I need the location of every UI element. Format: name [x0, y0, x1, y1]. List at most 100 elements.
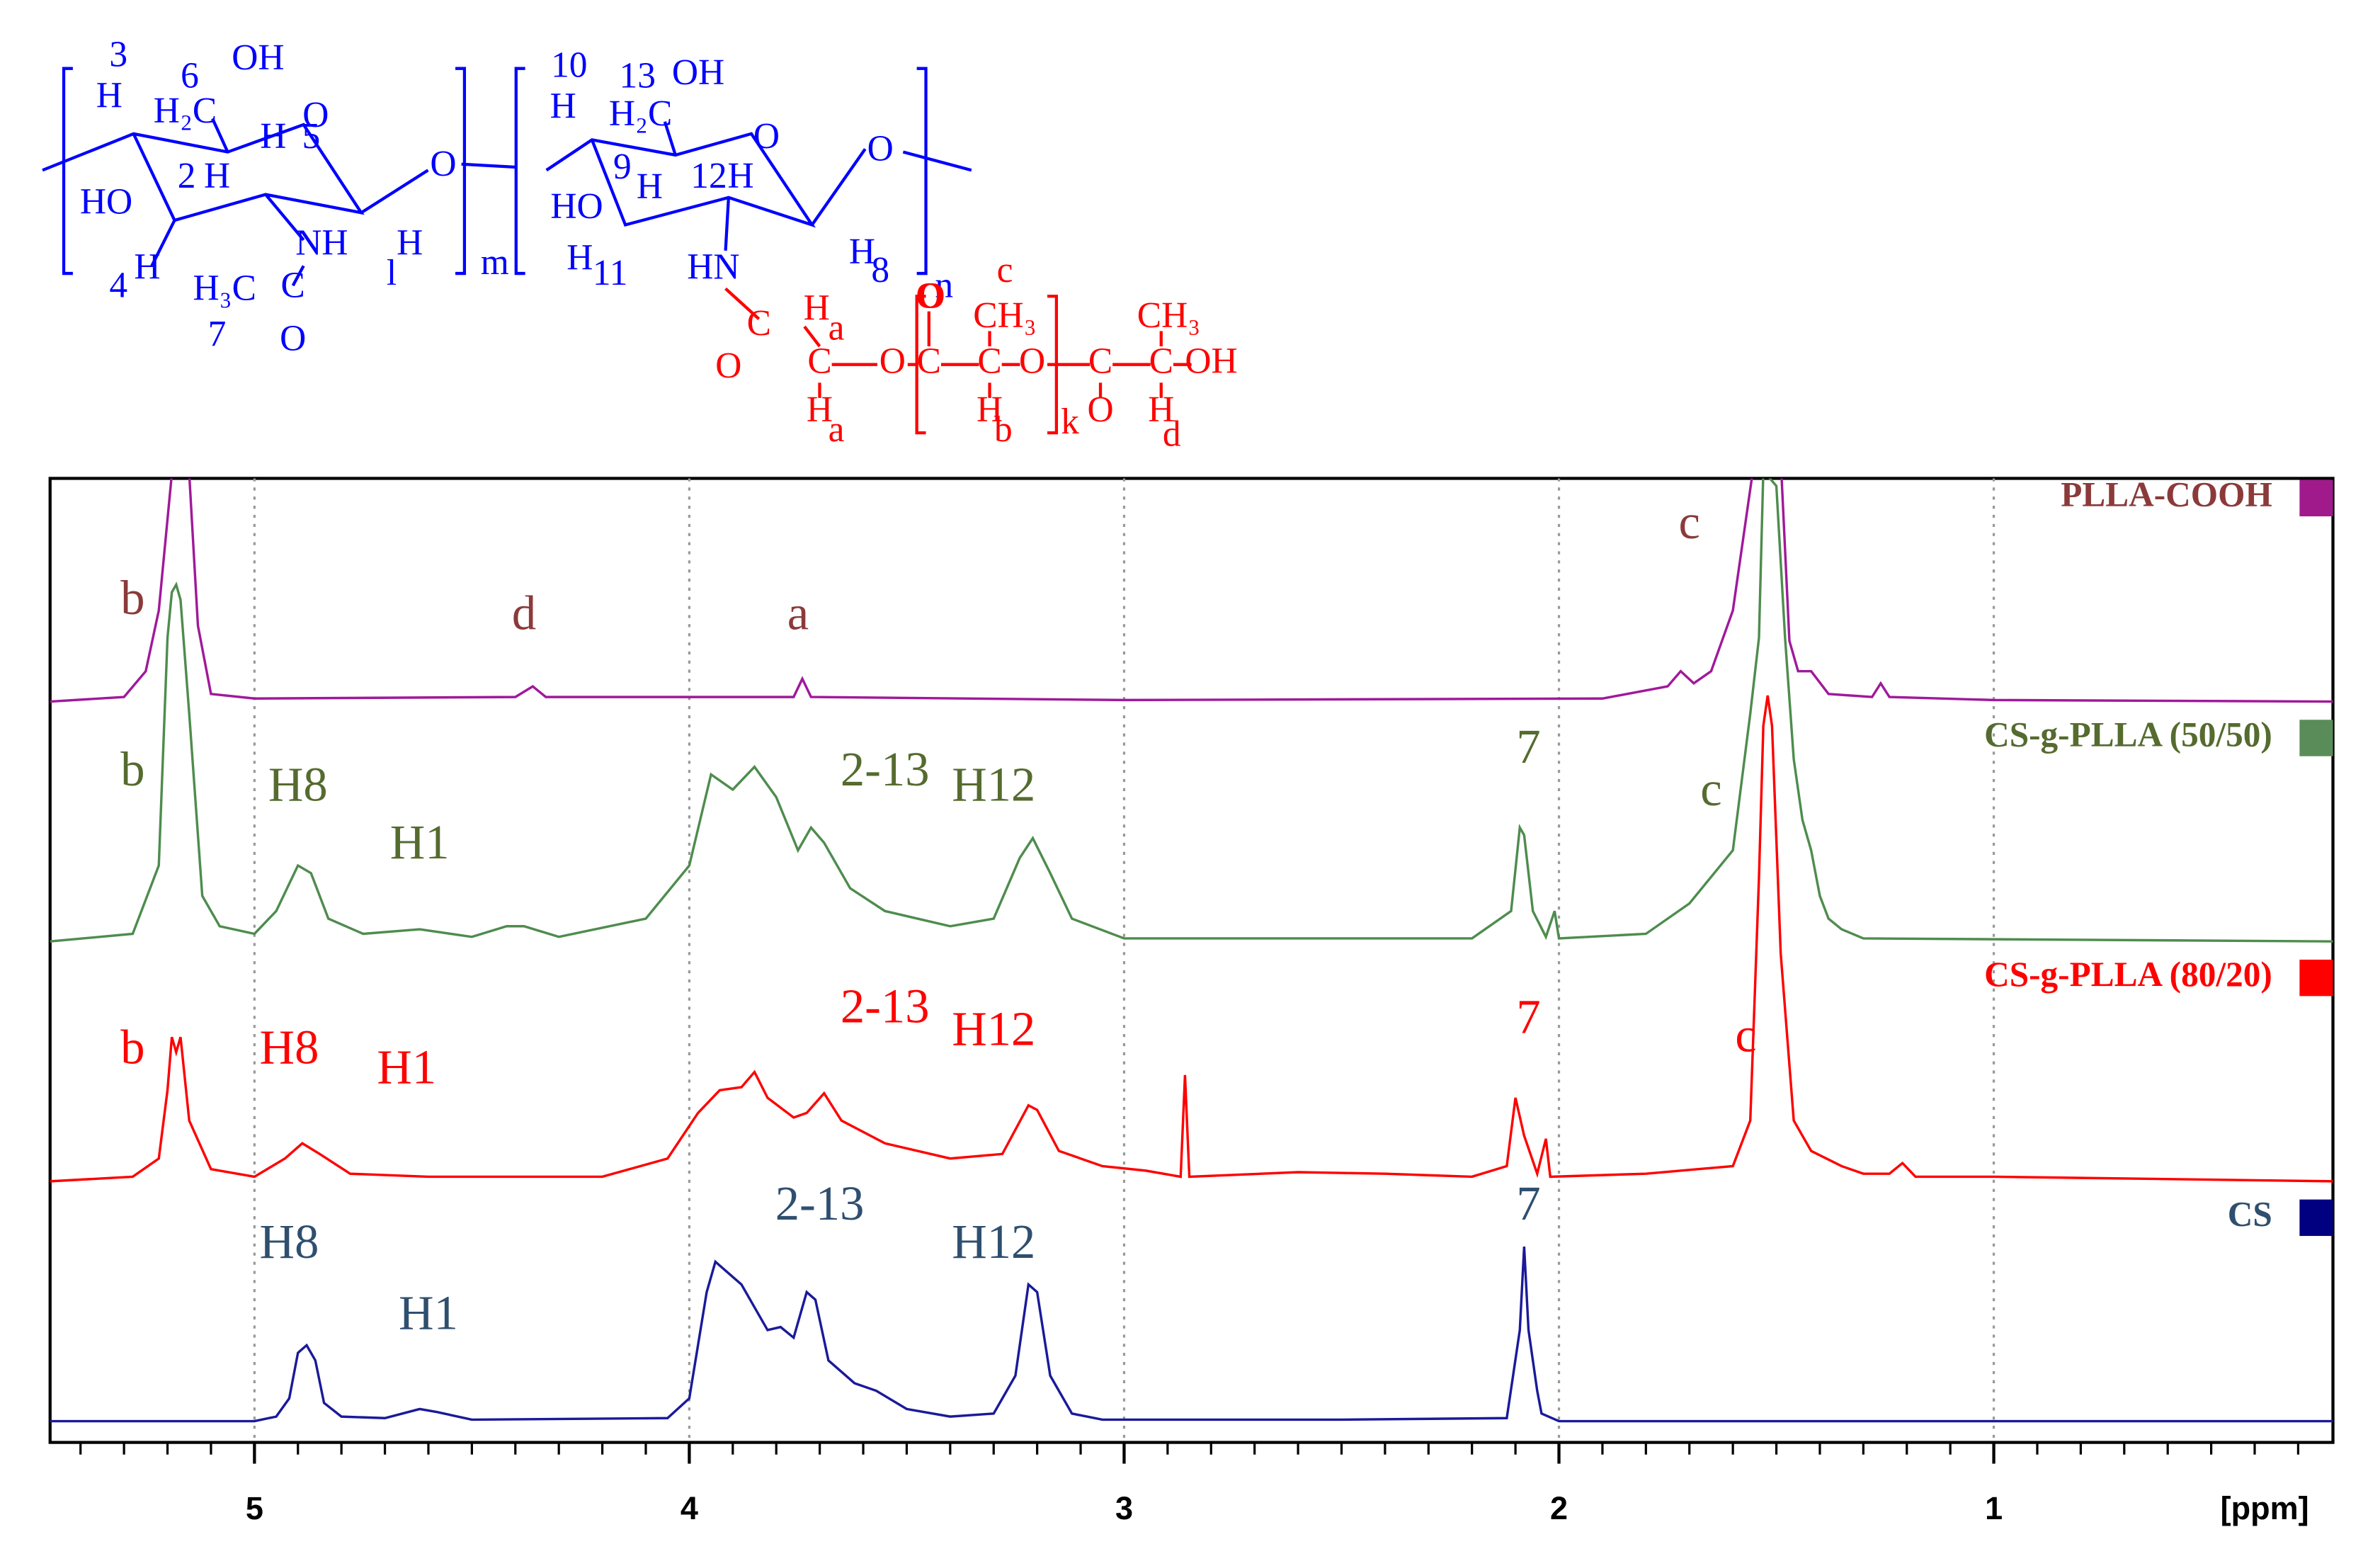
atom-label: 9 — [613, 147, 632, 187]
legend-swatch — [2299, 720, 2333, 756]
atom-label: a — [829, 307, 845, 348]
atom-label: H — [397, 222, 423, 263]
atom-label: 4 — [109, 265, 127, 305]
atom-label: k — [1061, 402, 1079, 442]
atom-label: H — [849, 232, 875, 272]
atom-label: O — [919, 276, 945, 316]
legend-label: PLLA-COOH — [2061, 475, 2272, 514]
legend-label: CS-g-PLLA (80/20) — [1984, 955, 2272, 994]
atom-label: H₂C — [154, 91, 217, 131]
peak-label: a — [787, 586, 809, 640]
atom-label: H — [807, 390, 833, 430]
atom-label: H — [566, 238, 593, 278]
atom-label: O — [916, 276, 942, 316]
spectrum-line — [50, 1246, 2333, 1423]
atom-label: H₂C — [609, 93, 672, 134]
peak-label: H8 — [260, 1215, 319, 1268]
peak-label: H1 — [390, 815, 450, 869]
peak-label: b — [120, 571, 144, 625]
spectrum-line — [50, 478, 2333, 943]
atom-label: C — [281, 265, 305, 305]
atom-label: CH₃ — [1137, 295, 1200, 336]
atom-label: 7 — [208, 314, 227, 354]
atom-label: C — [1149, 341, 1173, 381]
legend-swatch — [2299, 1199, 2333, 1237]
atom-label: O — [430, 144, 456, 184]
atom-label: HN — [687, 247, 739, 288]
atom-label: 12 — [690, 156, 727, 196]
peak-label: 2-13 — [775, 1176, 865, 1230]
plot-area — [50, 478, 2333, 1423]
atom-label: b — [994, 409, 1013, 450]
x-tick-label: 1 — [1985, 1490, 2003, 1526]
peak-label: H8 — [260, 1020, 319, 1074]
atom-label: O — [1087, 390, 1113, 430]
legend-swatch — [2299, 479, 2333, 517]
atom-label: O — [280, 318, 306, 358]
atom-label: C — [977, 341, 1001, 381]
atom-label: H — [96, 75, 123, 115]
spectrum-line — [50, 478, 2333, 703]
atom-label: d — [1163, 414, 1181, 454]
spectrum-line — [50, 695, 2333, 1183]
peak-label: 2-13 — [841, 742, 930, 796]
peak-label: d — [512, 586, 536, 640]
atom-label: 6 — [181, 56, 199, 96]
peak-label: b — [120, 742, 144, 796]
atom-label: O — [879, 341, 906, 381]
peak-label: c — [1735, 1008, 1756, 1062]
structure-bonds-red — [724, 287, 1192, 435]
x-tick-label: 2 — [1550, 1490, 1568, 1526]
atom-label: 13 — [620, 56, 656, 96]
structure-bonds — [42, 67, 972, 287]
atom-label: n — [935, 265, 953, 305]
atom-label: c — [997, 250, 1013, 290]
x-axis-label: [ppm] — [2221, 1490, 2309, 1526]
atom-label: 2 — [178, 156, 196, 196]
atom-label: HO — [550, 186, 603, 227]
atom-label: H — [550, 86, 576, 126]
atom-label: NH — [295, 222, 348, 263]
atom-label: H — [727, 156, 753, 196]
atom-label: m — [481, 242, 509, 283]
peak-label: H12 — [952, 1215, 1035, 1268]
atom-label: OH — [232, 38, 284, 78]
peak-label: c — [1679, 495, 1700, 549]
peak-label: 7 — [1516, 1176, 1540, 1230]
atom-label: H — [260, 116, 286, 157]
peak-label: b — [120, 1020, 144, 1074]
atom-label: C — [747, 303, 771, 344]
peak-label: 7 — [1516, 720, 1540, 773]
legend-label: CS — [2228, 1195, 2272, 1234]
peak-label: H1 — [399, 1286, 458, 1340]
atom-label: H — [804, 288, 830, 328]
x-tick-label: 3 — [1115, 1490, 1133, 1526]
peak-label: H12 — [952, 1002, 1035, 1056]
atom-label: 3 — [109, 35, 127, 75]
atom-label: H₃C — [193, 268, 256, 309]
peak-label: 2-13 — [841, 980, 930, 1033]
peak-label: 7 — [1516, 990, 1540, 1044]
atom-label: 8 — [871, 250, 889, 290]
atom-label: C — [1088, 341, 1112, 381]
atom-label: H — [134, 247, 160, 288]
atom-label: 11 — [593, 253, 628, 293]
atom-label: CH₃ — [973, 295, 1036, 336]
atom-label: O — [753, 116, 780, 157]
peak-label: H1 — [377, 1040, 436, 1094]
atom-label: O — [867, 128, 894, 169]
atom-label: H — [204, 156, 230, 196]
atom-label: H — [1148, 390, 1174, 430]
x-tick-label: 4 — [681, 1490, 698, 1526]
atom-label: a — [829, 409, 845, 450]
peak-label: H8 — [268, 758, 328, 812]
atom-label: H — [637, 166, 663, 207]
atom-label: O — [302, 95, 329, 135]
atom-label: C — [807, 341, 831, 381]
atom-label: OH — [672, 52, 724, 93]
legend-swatch — [2299, 959, 2333, 997]
atom-label: O — [1019, 341, 1045, 381]
atom-label: C — [917, 341, 941, 381]
